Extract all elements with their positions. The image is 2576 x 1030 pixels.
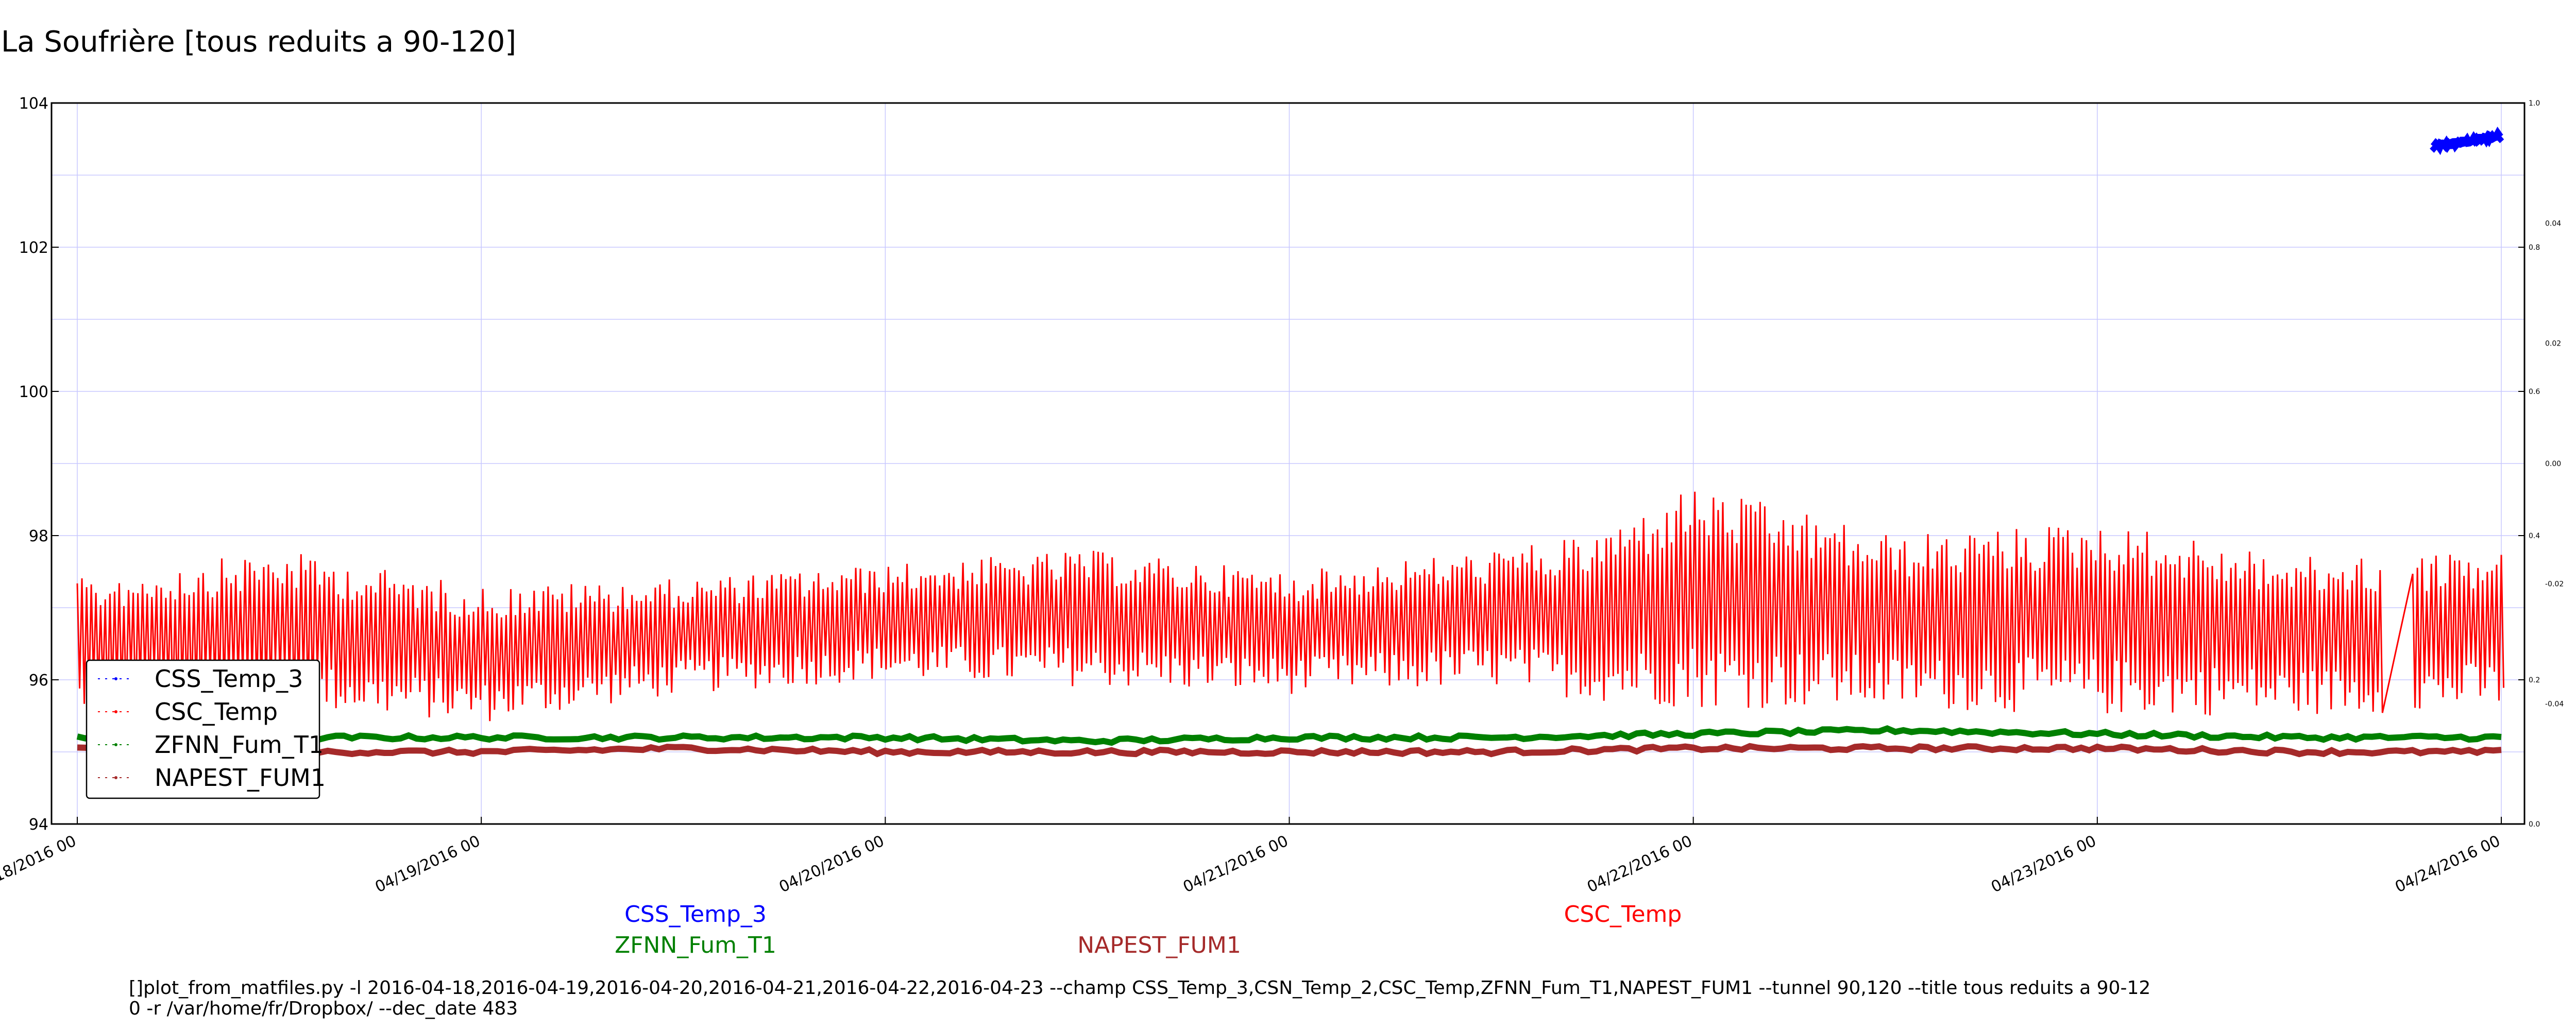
legend-label: CSC_Temp: [155, 698, 278, 726]
x-tick-label: 04/23/2016 00: [1988, 832, 2099, 897]
command-line: []plot_from_matfiles.py -l 2016-04-18,20…: [129, 977, 2150, 999]
legend-marker-dot: [114, 710, 117, 713]
y-tick-label: 98: [29, 527, 48, 545]
legend: CSS_Temp_3 CSC_Temp ZFNN_Fum_T1 NAPEST_FUM1: [86, 659, 326, 799]
series-line-css-temp-3: [2430, 126, 2504, 156]
series-label: NAPEST_FUM1: [1077, 932, 1241, 958]
x-tick-label: 04/18/2016 00: [0, 832, 79, 897]
right-inner-tick-label: -0.04: [2545, 700, 2564, 709]
right-inner-tick-label: 0.02: [2545, 340, 2561, 348]
right-tick-label: 0.2: [2529, 676, 2540, 684]
right-tick-label: 0.8: [2529, 244, 2540, 252]
y-tick-label: 104: [19, 95, 48, 113]
right-inner-tick-label: 0.00: [2545, 460, 2561, 468]
x-tick-label: 04/24/2016 00: [2393, 832, 2503, 897]
y-tick-label: 100: [19, 383, 48, 401]
legend-label: NAPEST_FUM1: [155, 764, 326, 792]
grid: [52, 103, 2524, 824]
command-text: []plot_from_matfiles.py -l 2016-04-18,20…: [129, 977, 2150, 1019]
chart-title: La Soufrière [tous reduits a 90-120]: [1, 25, 516, 59]
series-label: CSC_Temp: [1564, 901, 1682, 928]
legend-box: [86, 659, 320, 799]
y-tick-label: 96: [29, 672, 48, 690]
right-tick-label: 1.0: [2529, 99, 2540, 108]
command-line: 0 -r /var/home/fr/Dropbox/ --dec_date 48…: [129, 998, 518, 1019]
right-tick-label: 0.4: [2529, 532, 2540, 540]
series-line-napest-fum1: [77, 743, 2502, 758]
y-tick-label: 102: [19, 239, 48, 257]
series-line-zfnn-fum-t1: [76, 725, 2502, 746]
right-tick-label: 0.6: [2529, 388, 2540, 396]
right-tick-label: 0.0: [2529, 820, 2540, 829]
y-axis: 94 96 98 100 102 104: [19, 95, 59, 834]
x-tick-label: 04/21/2016 00: [1180, 832, 1291, 897]
right-inner-tick-label: 0.04: [2545, 219, 2561, 228]
right-y-axis: 0.0 0.2 0.4 0.6 0.8 1.0 -0.04 -0.02 0.00 0.02 0.04: [2518, 99, 2564, 829]
y-tick-label: 94: [29, 816, 48, 834]
legend-marker-dot: [114, 677, 117, 680]
legend-label: CSS_Temp_3: [155, 665, 303, 693]
x-tick-label: 04/22/2016 00: [1584, 832, 1695, 897]
x-axis: 04/18/2016 00 04/19/2016 00 04/20/2016 00 0…: [0, 817, 2503, 896]
legend-marker-dot: [114, 776, 117, 779]
series-labels: CSS_Temp_3 ZFNN_Fum_T1 NAPEST_FUM1 CSC_Temp: [615, 901, 1682, 958]
series-label: CSS_Temp_3: [624, 901, 767, 928]
x-tick-label: 04/19/2016 00: [372, 832, 483, 897]
x-tick-label: 04/20/2016 00: [776, 832, 887, 897]
series-layer: [76, 126, 2505, 758]
series-label: ZFNN_Fum_T1: [615, 932, 776, 958]
right-inner-tick-label: -0.02: [2545, 580, 2564, 588]
legend-marker-dot: [114, 743, 117, 746]
legend-label: ZFNN_Fum_T1: [155, 731, 324, 759]
series-line-csc-temp: [76, 491, 2505, 722]
plot-frame: [50, 102, 2526, 825]
